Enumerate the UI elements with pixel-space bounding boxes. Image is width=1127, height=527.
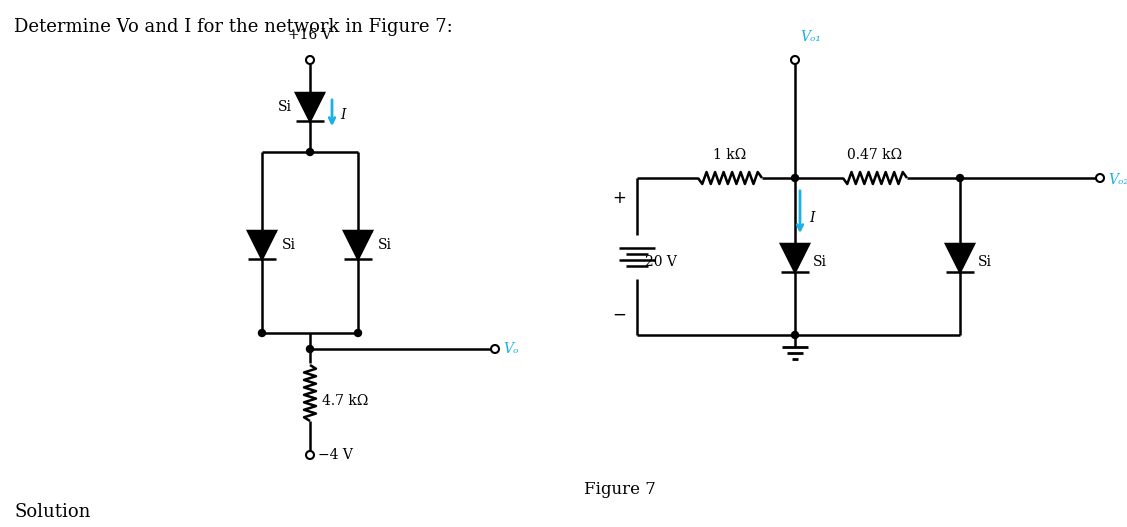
Text: 20 V: 20 V: [645, 255, 677, 268]
Circle shape: [957, 174, 964, 181]
Text: Si: Si: [978, 255, 992, 269]
Text: I: I: [809, 211, 815, 225]
Polygon shape: [296, 93, 323, 121]
Text: Si: Si: [378, 238, 392, 252]
Text: +16 V: +16 V: [289, 28, 331, 42]
Circle shape: [791, 331, 799, 338]
Text: Vₒ: Vₒ: [503, 342, 518, 356]
Circle shape: [258, 329, 266, 337]
Text: 4.7 kΩ: 4.7 kΩ: [322, 394, 369, 408]
Polygon shape: [248, 231, 276, 259]
Circle shape: [307, 346, 313, 353]
Text: −4 V: −4 V: [318, 448, 353, 462]
Text: −: −: [612, 306, 625, 324]
Text: Figure 7: Figure 7: [584, 482, 656, 499]
Text: Determine Vo and I for the network in Figure 7:: Determine Vo and I for the network in Fi…: [14, 18, 453, 36]
Text: Vₒ₂: Vₒ₂: [1108, 173, 1127, 187]
Text: Si: Si: [278, 100, 292, 114]
Circle shape: [307, 149, 313, 155]
Text: 0.47 kΩ: 0.47 kΩ: [848, 148, 903, 162]
Text: +: +: [612, 189, 625, 207]
Polygon shape: [344, 231, 372, 259]
Circle shape: [355, 329, 362, 337]
Text: 1 kΩ: 1 kΩ: [713, 148, 746, 162]
Text: Si: Si: [813, 255, 827, 269]
Polygon shape: [946, 244, 974, 272]
Polygon shape: [781, 244, 809, 272]
Text: Si: Si: [282, 238, 296, 252]
Text: I: I: [340, 108, 346, 122]
Text: Solution: Solution: [14, 503, 90, 521]
Circle shape: [791, 174, 799, 181]
Text: Vₒ₁: Vₒ₁: [800, 30, 820, 44]
